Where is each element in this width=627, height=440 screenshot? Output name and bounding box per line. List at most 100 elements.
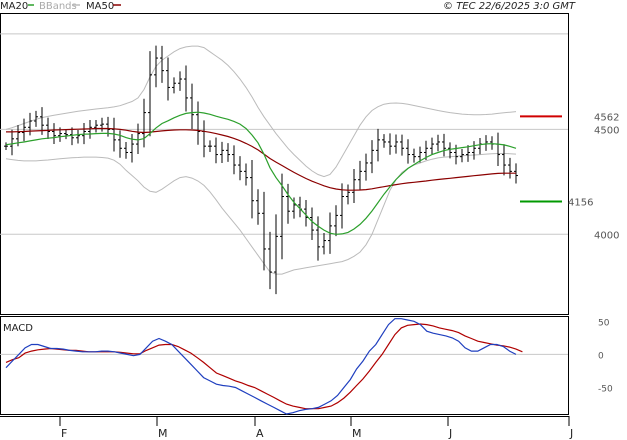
level-label: 4562 [594, 112, 619, 123]
price-bar [214, 137, 218, 164]
price-bar [190, 83, 194, 130]
price-bar [82, 123, 86, 145]
price-bar [196, 101, 200, 145]
price-panel-frame [0, 13, 569, 315]
price-bar [226, 143, 230, 162]
macd-y-tick-label: -50 [598, 385, 613, 395]
price-bar [4, 142, 8, 150]
legend-ma50-label: MA50 [86, 1, 114, 12]
price-bar [250, 160, 254, 219]
price-bar [484, 135, 488, 151]
price-bar [346, 184, 350, 205]
price-bar [412, 148, 416, 163]
price-bar [448, 142, 452, 159]
price-bar [388, 133, 392, 155]
price-bar [496, 132, 500, 167]
price-bar [22, 118, 26, 142]
price-bar [322, 233, 326, 255]
price-y-ticks: 4000 4500 [594, 125, 619, 241]
price-bar [184, 65, 188, 112]
price-bar [502, 144, 506, 176]
price-bar [370, 140, 374, 174]
price-bar [100, 117, 104, 132]
price-bar [466, 145, 470, 162]
price-bar [172, 77, 176, 94]
price-bar [340, 183, 344, 229]
price-bar [160, 45, 164, 83]
price-bar [472, 141, 476, 160]
price-bar [232, 145, 236, 175]
price-bar [406, 139, 410, 164]
price-bar [154, 45, 158, 88]
x-tick-label: J [569, 427, 573, 440]
price-bar [490, 136, 494, 150]
moving-averages [5, 111, 517, 235]
price-bar [64, 129, 68, 140]
macd-signal-line [5, 323, 523, 410]
price-bar [10, 129, 14, 156]
x-tick-label: M [352, 427, 362, 440]
macd-lines [5, 318, 523, 415]
price-bar [262, 191, 266, 271]
bbands-upper-line [5, 45, 517, 178]
level-label: 4156 [568, 198, 593, 209]
macd-panel-title: MACD [3, 323, 33, 334]
price-bar [364, 153, 368, 181]
price-bar [28, 112, 32, 136]
price-bar [460, 149, 464, 163]
macd-y-tick-label: 0 [598, 351, 604, 361]
price-bars [4, 45, 518, 295]
price-bar [376, 128, 380, 162]
price-bar [334, 205, 338, 237]
price-bar [136, 123, 140, 155]
ma50-line [6, 127, 516, 191]
macd-panel-frame [0, 316, 569, 415]
price-bar [274, 214, 278, 295]
price-bar [442, 133, 446, 157]
price-bar [310, 207, 314, 241]
price-bar [280, 173, 284, 260]
price-bar [208, 140, 212, 152]
price-y-tick-label: 4000 [594, 230, 619, 241]
price-bar [244, 163, 248, 186]
price-bar [142, 98, 146, 148]
price-bar [352, 169, 356, 204]
price-bar [430, 137, 434, 155]
price-bar [424, 140, 428, 161]
price-panel: 4562 4156 4000 4500 [0, 13, 619, 315]
macd-line [5, 318, 517, 415]
x-tick-label: F [61, 427, 67, 440]
price-bar [358, 160, 362, 191]
price-bar [238, 156, 242, 181]
price-bar [382, 134, 386, 148]
price-bar [478, 138, 482, 155]
price-bar [436, 134, 440, 152]
x-tick-label: M [158, 427, 168, 440]
price-bar [316, 216, 320, 261]
price-bar [94, 120, 98, 133]
price-bar [256, 189, 260, 225]
macd-y-ticks: 50 0 -50 [598, 318, 613, 394]
macd-panel: MACD 50 0 -50 [0, 316, 613, 415]
bbands-lower-line [5, 153, 517, 275]
price-bar [202, 120, 206, 158]
price-bar [220, 141, 224, 163]
x-tick-label: J [448, 427, 452, 440]
price-grid [0, 33, 568, 235]
legend: MA20 BBands MA50 [0, 1, 121, 12]
price-bar [52, 123, 56, 144]
legend-ma20-label: MA20 [0, 1, 28, 12]
ma20-line [5, 111, 517, 235]
price-bar [178, 71, 182, 91]
price-bar [268, 231, 272, 290]
price-bar [400, 134, 404, 156]
price-bar [124, 141, 128, 159]
price-bar [46, 117, 50, 140]
price-bar [70, 127, 74, 146]
price-bar [394, 134, 398, 154]
price-y-tick-label: 4500 [594, 125, 619, 136]
price-bar [418, 146, 422, 163]
price-bar [166, 57, 170, 101]
